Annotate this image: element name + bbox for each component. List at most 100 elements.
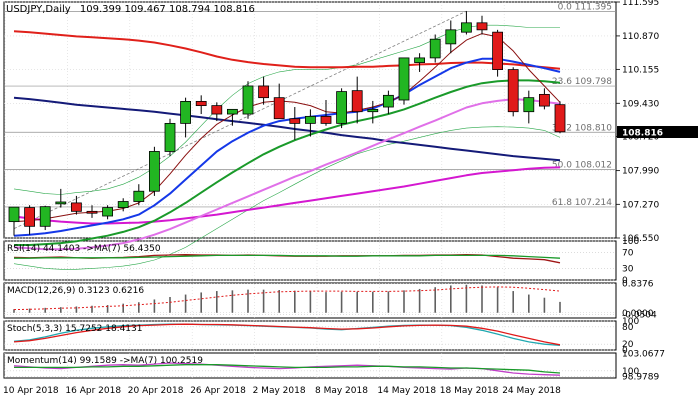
candle [55, 188, 67, 208]
ma-blue-line [13, 57, 561, 237]
bullish-candle-body [382, 94, 394, 108]
price-tick-label: 109.430 [622, 99, 659, 109]
candle [24, 205, 36, 235]
bullish-candle-body [148, 151, 160, 192]
indicator-tick-label: 70 [622, 249, 634, 259]
x-tick-label: 10 Apr 2018 [3, 386, 59, 396]
current-price-tag [617, 125, 698, 138]
candle [539, 88, 550, 110]
candle [336, 88, 348, 129]
indicator-tick-label: 20 [622, 340, 634, 350]
indicator-title: MACD(12,26,9) 0.3123 0.6216 [7, 286, 144, 296]
ohlc-readout: 109.399 109.467 108.794 108.816 [80, 4, 255, 15]
indicator-tick-label: 100 [622, 237, 639, 247]
bullish-candle-body [180, 101, 192, 124]
x-tick-label: 2 May 2018 [253, 386, 306, 396]
rsi-ma-line [14, 254, 561, 259]
candle [492, 29, 504, 77]
candle [398, 57, 410, 105]
ma-navy-line [13, 96, 561, 162]
fib-level-label: 61.8 107.214 [552, 198, 612, 208]
trendline [13, 10, 467, 230]
band-lower [13, 126, 561, 270]
axes: 10 Apr 2018 16 Apr 2018 20 Apr 2018 26 Apr … [3, 0, 698, 396]
candle [273, 83, 285, 120]
candle [304, 109, 316, 137]
candle [445, 20, 457, 54]
bullish-candle-body [336, 91, 348, 124]
bearish-candle-body [195, 101, 207, 107]
macd-signal-line [13, 286, 561, 311]
candle [351, 76, 363, 124]
bullish-candle-body [133, 190, 145, 202]
candle [8, 206, 20, 236]
bullish-candle-body [414, 57, 426, 63]
candle [71, 195, 82, 215]
indicator-title: Stoch(5,3,3) 15.7252 18.4131 [7, 324, 142, 334]
indicator-panels [13, 254, 561, 376]
bullish-candle-body [304, 115, 316, 124]
indicator-tick-label: 103.0677 [622, 350, 665, 360]
bearish-candle-body [507, 69, 519, 113]
fib-level-label: 38.2 108.810 [552, 123, 612, 133]
bearish-candle-body [289, 118, 301, 124]
bullish-candle-body [367, 108, 379, 113]
indicator-tick-label: 100 [622, 367, 639, 377]
candle [117, 198, 129, 212]
candle [367, 100, 379, 124]
current-price-label: 108.816 [622, 128, 663, 138]
price-tick-label: 107.270 [622, 200, 659, 210]
candle [476, 15, 488, 35]
candle [226, 108, 238, 126]
bullish-candle-body [55, 201, 67, 205]
x-tick-label: 26 Apr 2018 [190, 386, 246, 396]
candle [86, 205, 98, 218]
bullish-candle-body [164, 122, 176, 152]
bearish-candle-body [86, 210, 98, 214]
x-tick-label: 20 Apr 2018 [128, 386, 184, 396]
indicator-tick-label: 98.9789 [622, 372, 659, 382]
candle [102, 205, 113, 220]
candle [507, 67, 519, 117]
candle [133, 184, 145, 206]
x-tick-label: 14 May 2018 [377, 386, 436, 396]
candle [523, 90, 535, 124]
x-tick-label: 8 May 2018 [315, 386, 368, 396]
bullish-candle-body [460, 22, 472, 33]
bullish-candle-body [8, 206, 20, 223]
candle [148, 146, 160, 196]
candle [258, 76, 270, 105]
indicator-tick-label: 0 [622, 346, 628, 356]
price-panel: 0.0 111.395 23.6 109.798 38.2 108.810 50.0 … [4, 2, 616, 270]
symbol-timeframe-label: USDJPY,Daily [6, 4, 71, 15]
indicator-tick-label: 0 [622, 276, 628, 286]
fib-level-label: 0.0 111.395 [558, 2, 612, 12]
bearish-candle-body [492, 31, 504, 70]
candle [39, 205, 51, 231]
fib-level-label: 23.6 109.798 [552, 77, 612, 87]
candle [429, 34, 441, 63]
indicator-tick-label: 80 [622, 323, 634, 333]
indicator-title: RSI(14) 44.1403 ->MA(7) 56.4350 [7, 244, 161, 254]
ma-violet-line [13, 98, 561, 251]
bullish-candle-body [39, 206, 51, 227]
bearish-candle-body [320, 115, 332, 124]
price-tick-label: 110.155 [622, 65, 659, 75]
bearish-candle-body [24, 207, 36, 227]
bearish-candle-body [258, 85, 270, 99]
bullish-candle-body [445, 29, 457, 45]
candle [211, 102, 223, 122]
x-tick-label: 24 May 2018 [502, 386, 561, 396]
price-tick-label: 106.550 [622, 234, 659, 244]
indicator-tick-label: 30 [622, 264, 634, 274]
indicator-title: Momentum(14) 99.1589 ->MA(7) 100.2519 [7, 356, 203, 366]
price-tick-label: 107.990 [622, 167, 659, 177]
x-tick-label: 18 May 2018 [440, 386, 499, 396]
indicator-frame-momentum [3, 352, 617, 379]
candle [242, 81, 254, 119]
bullish-candle-body [429, 38, 441, 59]
candle [289, 107, 301, 140]
bullish-candle-body [102, 207, 113, 217]
candle [414, 53, 426, 72]
candle [554, 101, 566, 134]
